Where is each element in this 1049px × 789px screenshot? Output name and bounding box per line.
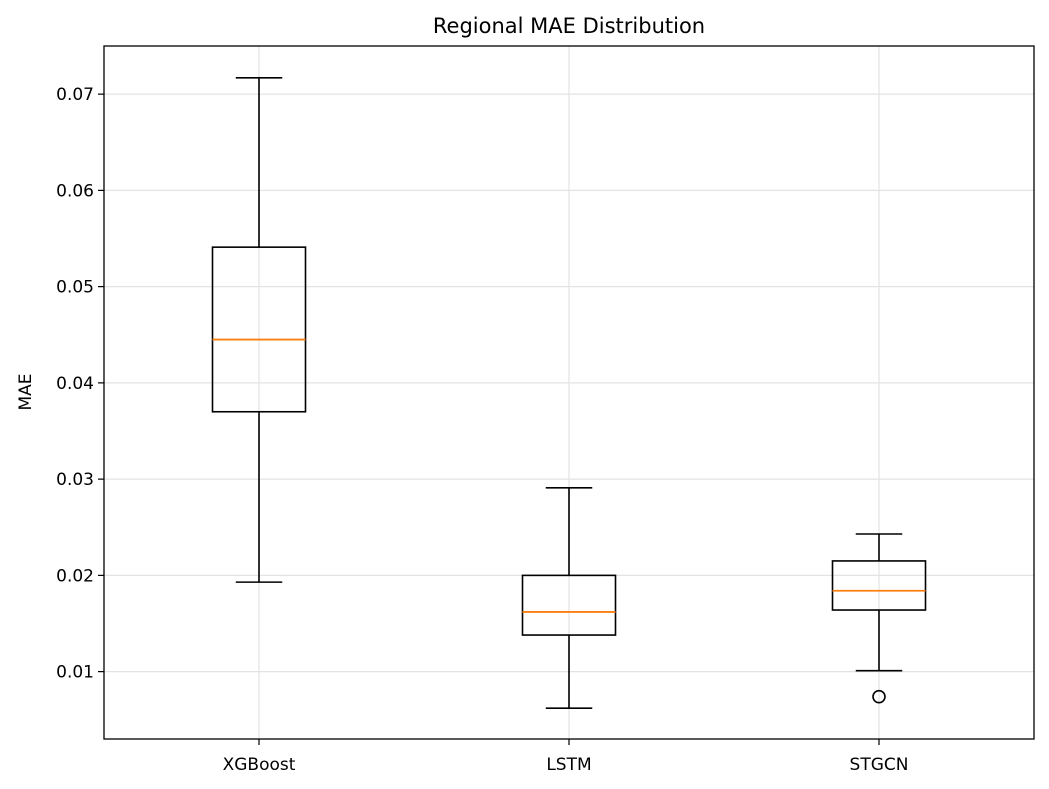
y-tick-label: 0.02: [56, 566, 94, 586]
x-tick-label: XGBoost: [223, 755, 296, 775]
iqr-box: [211, 246, 307, 413]
box-xgboost: [211, 76, 307, 583]
y-tick-label: 0.06: [56, 181, 94, 201]
box-series: [211, 76, 927, 710]
box-stgcn: [831, 533, 927, 704]
x-tick-label: LSTM: [546, 755, 591, 775]
x-tick-label: STGCN: [850, 755, 909, 775]
y-tick-label: 0.05: [56, 278, 94, 298]
y-tick-label: 0.01: [56, 663, 94, 683]
y-axis-label: MAE: [16, 373, 36, 410]
axes: 0.01 0.02 0.03 0.04 0.05 0.06 0.07 XGBoost LSTM S…: [56, 85, 908, 775]
outlier-point: [872, 689, 886, 704]
chart-title: Regional MAE Distribution: [433, 14, 705, 38]
box-lstm: [521, 486, 617, 710]
iqr-box: [831, 560, 927, 611]
iqr-box: [521, 574, 617, 636]
y-tick-label: 0.07: [56, 85, 94, 105]
y-tick-label: 0.03: [56, 470, 94, 490]
y-tick-label: 0.04: [56, 374, 94, 394]
